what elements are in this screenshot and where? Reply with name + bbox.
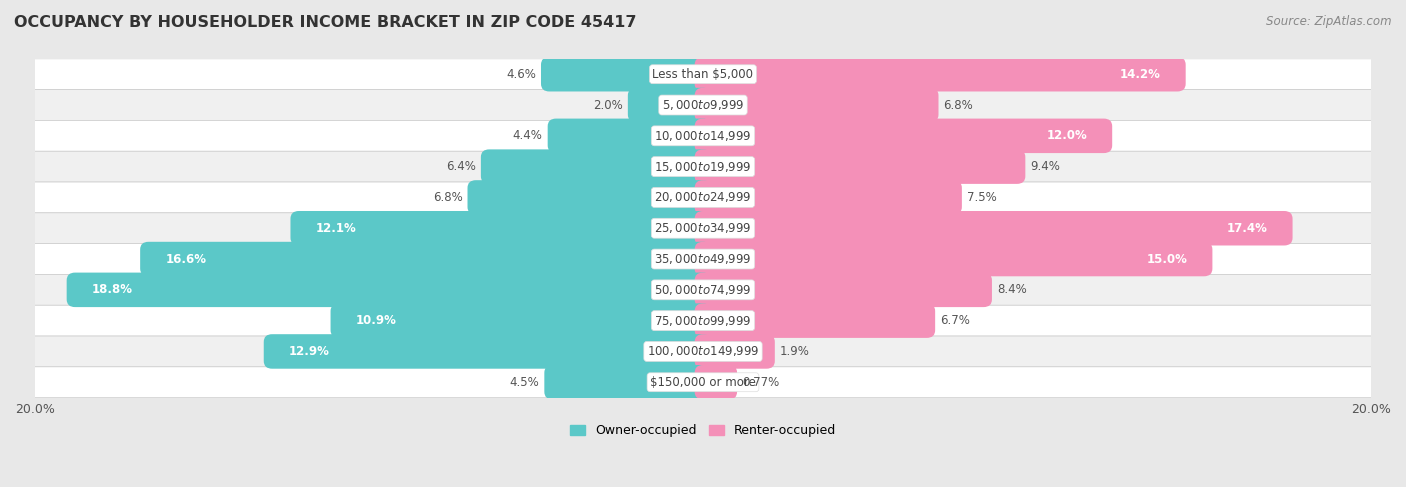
FancyBboxPatch shape xyxy=(541,57,711,92)
Text: 12.0%: 12.0% xyxy=(1046,130,1087,142)
Text: $20,000 to $24,999: $20,000 to $24,999 xyxy=(654,190,752,205)
Text: 16.6%: 16.6% xyxy=(166,253,207,265)
Text: 12.9%: 12.9% xyxy=(288,345,329,358)
Text: 4.5%: 4.5% xyxy=(509,376,540,389)
FancyBboxPatch shape xyxy=(695,211,1292,245)
FancyBboxPatch shape xyxy=(34,275,1372,305)
Text: 6.7%: 6.7% xyxy=(941,314,970,327)
FancyBboxPatch shape xyxy=(34,367,1372,398)
Text: 9.4%: 9.4% xyxy=(1031,160,1060,173)
Text: 8.4%: 8.4% xyxy=(997,283,1026,297)
Text: 6.8%: 6.8% xyxy=(433,191,463,204)
FancyBboxPatch shape xyxy=(695,88,938,122)
Text: $35,000 to $49,999: $35,000 to $49,999 xyxy=(654,252,752,266)
Text: Source: ZipAtlas.com: Source: ZipAtlas.com xyxy=(1267,15,1392,28)
FancyBboxPatch shape xyxy=(695,150,1025,184)
FancyBboxPatch shape xyxy=(695,180,962,215)
FancyBboxPatch shape xyxy=(34,213,1372,244)
Text: $15,000 to $19,999: $15,000 to $19,999 xyxy=(654,160,752,174)
FancyBboxPatch shape xyxy=(330,303,711,338)
Text: 4.6%: 4.6% xyxy=(506,68,536,81)
FancyBboxPatch shape xyxy=(468,180,711,215)
FancyBboxPatch shape xyxy=(34,336,1372,367)
FancyBboxPatch shape xyxy=(695,334,775,369)
FancyBboxPatch shape xyxy=(695,365,737,399)
Text: $150,000 or more: $150,000 or more xyxy=(650,376,756,389)
Text: 15.0%: 15.0% xyxy=(1146,253,1187,265)
FancyBboxPatch shape xyxy=(291,211,711,245)
Text: $5,000 to $9,999: $5,000 to $9,999 xyxy=(662,98,744,112)
Text: $50,000 to $74,999: $50,000 to $74,999 xyxy=(654,283,752,297)
FancyBboxPatch shape xyxy=(66,273,711,307)
FancyBboxPatch shape xyxy=(695,242,1212,276)
Text: 17.4%: 17.4% xyxy=(1226,222,1268,235)
Text: $100,000 to $149,999: $100,000 to $149,999 xyxy=(647,344,759,358)
Text: 12.1%: 12.1% xyxy=(315,222,356,235)
Text: 1.9%: 1.9% xyxy=(780,345,810,358)
FancyBboxPatch shape xyxy=(34,90,1372,120)
Text: 2.0%: 2.0% xyxy=(593,98,623,112)
FancyBboxPatch shape xyxy=(695,57,1185,92)
Text: Less than $5,000: Less than $5,000 xyxy=(652,68,754,81)
Text: $10,000 to $14,999: $10,000 to $14,999 xyxy=(654,129,752,143)
Text: 6.4%: 6.4% xyxy=(446,160,475,173)
FancyBboxPatch shape xyxy=(34,244,1372,275)
FancyBboxPatch shape xyxy=(34,151,1372,182)
FancyBboxPatch shape xyxy=(34,120,1372,151)
FancyBboxPatch shape xyxy=(34,182,1372,213)
FancyBboxPatch shape xyxy=(695,303,935,338)
FancyBboxPatch shape xyxy=(548,119,711,153)
Text: 4.4%: 4.4% xyxy=(513,130,543,142)
FancyBboxPatch shape xyxy=(264,334,711,369)
Text: 18.8%: 18.8% xyxy=(91,283,132,297)
FancyBboxPatch shape xyxy=(34,59,1372,90)
FancyBboxPatch shape xyxy=(141,242,711,276)
Text: OCCUPANCY BY HOUSEHOLDER INCOME BRACKET IN ZIP CODE 45417: OCCUPANCY BY HOUSEHOLDER INCOME BRACKET … xyxy=(14,15,637,30)
Text: $75,000 to $99,999: $75,000 to $99,999 xyxy=(654,314,752,328)
Text: 10.9%: 10.9% xyxy=(356,314,396,327)
Text: 6.8%: 6.8% xyxy=(943,98,973,112)
Text: 0.77%: 0.77% xyxy=(742,376,779,389)
Legend: Owner-occupied, Renter-occupied: Owner-occupied, Renter-occupied xyxy=(565,419,841,442)
Text: $25,000 to $34,999: $25,000 to $34,999 xyxy=(654,221,752,235)
FancyBboxPatch shape xyxy=(695,119,1112,153)
Text: 14.2%: 14.2% xyxy=(1119,68,1160,81)
FancyBboxPatch shape xyxy=(481,150,711,184)
Text: 7.5%: 7.5% xyxy=(967,191,997,204)
FancyBboxPatch shape xyxy=(695,273,993,307)
FancyBboxPatch shape xyxy=(34,305,1372,336)
FancyBboxPatch shape xyxy=(628,88,711,122)
FancyBboxPatch shape xyxy=(544,365,711,399)
